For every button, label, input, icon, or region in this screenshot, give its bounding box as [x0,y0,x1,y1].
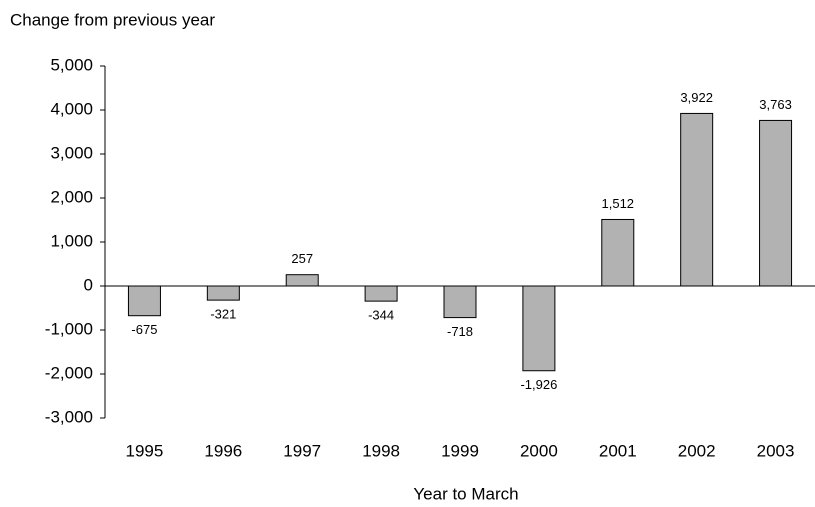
x-tick-label: 2001 [599,441,637,460]
x-tick-label: 1996 [204,441,242,460]
y-tick-label: -1,000 [45,319,93,338]
x-tick-label: 2003 [757,441,795,460]
data-label: 257 [291,251,313,266]
data-label: -718 [447,324,473,339]
bar [127,285,161,317]
x-tick-label: 2000 [520,441,558,460]
data-label: -344 [368,308,394,323]
y-tick-label: 0 [84,275,93,294]
y-tick-label: 2,000 [50,187,93,206]
x-tick-label: 1995 [126,441,164,460]
bar [601,218,635,287]
x-tick-label: 2002 [678,441,716,460]
x-tick-label: 1997 [283,441,321,460]
bar [364,285,398,302]
bar [443,285,477,319]
data-label: -1,926 [520,377,557,392]
data-label: 3,922 [680,90,713,105]
y-tick-label: -3,000 [45,407,93,426]
y-tick-label: 3,000 [50,143,93,162]
y-axis-title: Change from previous year [10,10,215,29]
bar [680,112,714,287]
y-tick-label: 1,000 [50,231,93,250]
y-tick-label: 4,000 [50,99,93,118]
data-label: -675 [131,322,157,337]
x-tick-label: 1998 [362,441,400,460]
x-tick-label: 1999 [441,441,479,460]
bar [206,285,240,301]
bar [522,285,556,372]
y-tick-label: -2,000 [45,363,93,382]
data-label: 3,763 [759,97,792,112]
x-axis-title: Year to March [413,484,518,503]
data-label: -321 [210,307,236,322]
bar [759,119,793,287]
y-tick-label: 5,000 [50,55,93,74]
data-label: 1,512 [602,196,635,211]
bar [285,274,319,287]
